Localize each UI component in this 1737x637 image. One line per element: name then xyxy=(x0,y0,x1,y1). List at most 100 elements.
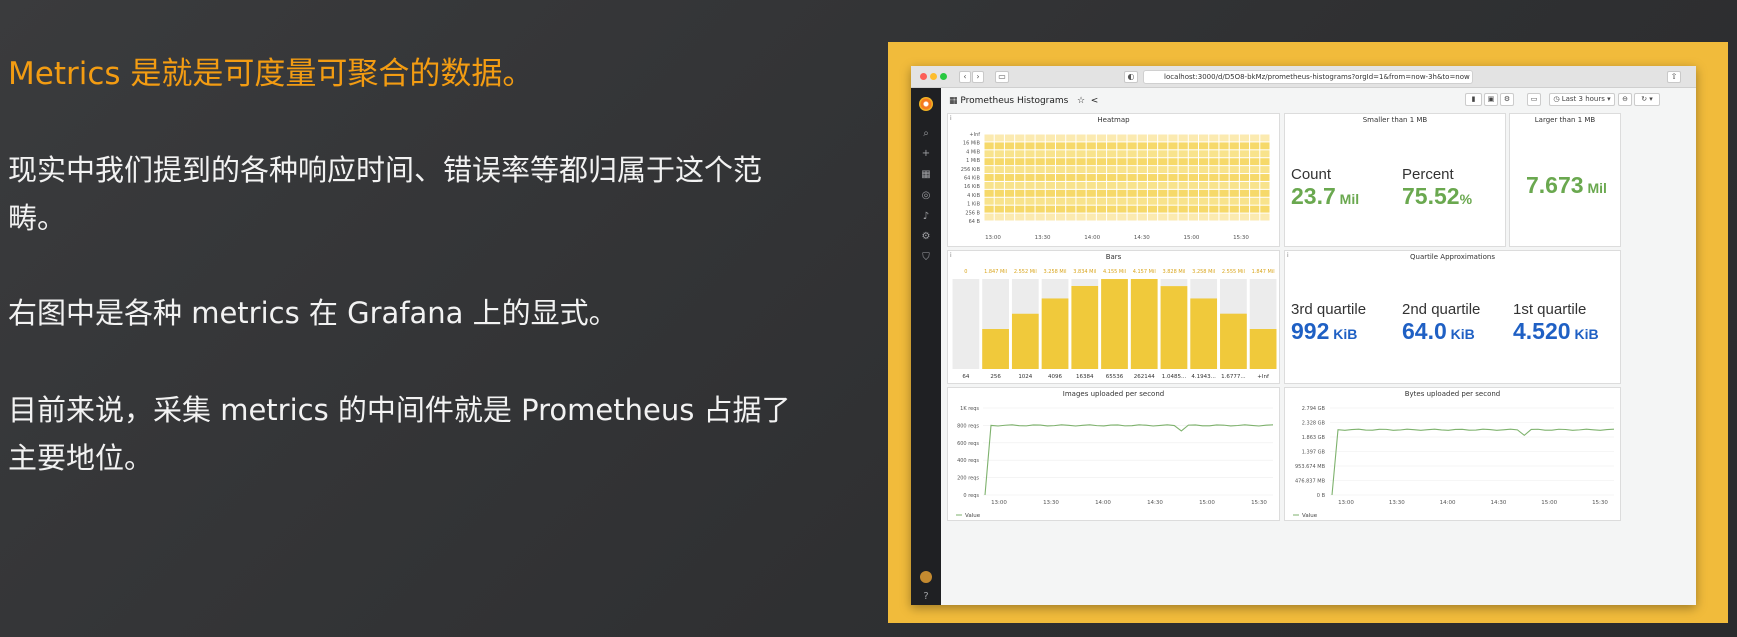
heatmap-cell xyxy=(1096,134,1107,142)
heatmap-cell xyxy=(1117,134,1127,142)
heatmap-cell xyxy=(1096,205,1107,213)
heatmap-cell xyxy=(1056,174,1066,181)
heatmap-x-tick: 14:00 xyxy=(1084,235,1100,241)
share-icon[interactable]: ⇧ xyxy=(1667,71,1681,83)
bar-top-label: 3.258 Mil xyxy=(1192,269,1215,275)
browser-window: ‹ › ▭ ◐ localhost:3000/d/D5O8-bkMz/prome… xyxy=(911,66,1696,605)
sidebar-toggle-icon[interactable]: ▭ xyxy=(995,71,1009,83)
larger-panel[interactable]: Larger than 1 MB 7.673 Mil xyxy=(1509,113,1621,247)
heatmap-y-tick: 64 B xyxy=(969,219,981,225)
privacy-icon[interactable]: ◐ xyxy=(1124,71,1138,83)
heatmap-cell xyxy=(1199,197,1209,205)
heatmap-cell xyxy=(1117,174,1127,181)
heatmap-cell xyxy=(994,142,1004,150)
url-bar[interactable]: localhost:3000/d/D5O8-bkMz/prometheus-hi… xyxy=(1143,70,1473,84)
y-tick: 200 reqs xyxy=(957,476,979,482)
heatmap-cell xyxy=(1209,181,1219,189)
info-icon[interactable]: i xyxy=(1287,252,1289,259)
smaller-panel[interactable]: Smaller than 1 MB Count 23.7 Mil Percent… xyxy=(1284,113,1506,247)
count-stat: Count 23.7 Mil xyxy=(1291,166,1359,210)
bar-top-label: 1.847 Mil xyxy=(1252,269,1275,275)
add-panel-icon[interactable]: ▮ xyxy=(1465,93,1482,106)
heatmap-cell xyxy=(1066,174,1076,181)
dashboard-title[interactable]: Prometheus Histograms xyxy=(960,96,1069,106)
back-button[interactable]: ‹ xyxy=(959,71,971,83)
heatmap-cell xyxy=(1096,150,1107,158)
star-icon[interactable]: ☆ xyxy=(1071,96,1086,106)
y-tick: 400 reqs xyxy=(957,458,979,464)
share-link-icon[interactable]: < xyxy=(1087,96,1099,106)
y-tick: 0 B xyxy=(1317,493,1326,499)
alert-bell-icon[interactable]: ♪ xyxy=(922,211,930,222)
heatmap-cell xyxy=(1015,174,1025,181)
tv-mode-icon[interactable]: ▭ xyxy=(1527,93,1541,106)
paragraph-2: 右图中是各种 metrics 在 Grafana 上的显式。 xyxy=(8,296,618,330)
heatmap-cell xyxy=(1219,174,1229,181)
time-picker[interactable]: ◷ Last 3 hours ▾ xyxy=(1549,93,1615,106)
save-icon[interactable]: ▣ xyxy=(1484,93,1498,106)
heatmap-cell xyxy=(1025,150,1035,158)
heatmap-cell xyxy=(1117,189,1127,197)
close-dot[interactable] xyxy=(920,73,927,80)
heatmap-cell xyxy=(1025,174,1035,181)
bytes-panel[interactable]: Bytes uploaded per second 2.794 GB 2.328 … xyxy=(1284,387,1621,521)
heatmap-cell xyxy=(984,166,994,174)
zoom-out-icon[interactable]: ⊖ xyxy=(1618,93,1632,106)
images-panel[interactable]: Images uploaded per second 1K reqs 800 re… xyxy=(947,387,1280,521)
heatmap-cell xyxy=(1015,142,1025,150)
bar-category-label: +Inf xyxy=(1257,374,1270,380)
heatmap-cell xyxy=(1107,150,1117,158)
heatmap-cell xyxy=(1178,189,1188,197)
bar-category-label: 1024 xyxy=(1018,374,1032,380)
grafana-logo-icon[interactable] xyxy=(919,97,933,111)
minimize-dot[interactable] xyxy=(930,73,937,80)
avatar[interactable] xyxy=(920,571,932,583)
refresh-icon[interactable]: ↻ ▾ xyxy=(1634,93,1660,106)
bar-category-label: 262144 xyxy=(1134,374,1155,380)
search-icon[interactable]: ⌕ xyxy=(923,128,929,139)
info-icon[interactable]: i xyxy=(950,115,952,122)
heatmap-cell xyxy=(1025,213,1035,221)
q1-label: 1st quartile xyxy=(1513,301,1587,318)
heatmap-cell xyxy=(984,158,994,166)
maximize-dot[interactable] xyxy=(940,73,947,80)
gear-icon[interactable]: ⚙ xyxy=(921,231,931,242)
heatmap-cell xyxy=(1015,189,1025,197)
heatmap-cell xyxy=(1066,205,1076,213)
heatmap-cell xyxy=(1137,142,1147,150)
bar-category-label: 65536 xyxy=(1106,374,1124,380)
heatmap-cell xyxy=(1178,213,1188,221)
heatmap-cell xyxy=(1158,189,1168,197)
larger-unit: Mil xyxy=(1583,180,1607,196)
settings-icon[interactable]: ⚙ xyxy=(1500,93,1514,106)
heatmap-cell xyxy=(1076,150,1086,158)
heatmap-cell xyxy=(1137,150,1147,158)
heatmap-cell xyxy=(1107,189,1117,197)
explore-icon[interactable]: ◎ xyxy=(921,190,931,201)
plus-icon[interactable]: + xyxy=(921,148,931,159)
heatmap-panel[interactable]: i Heatmap +Inf 16 MiB 4 MiB 1 MiB 256 KiB 64 … xyxy=(947,113,1280,247)
bars-panel[interactable]: i Bars 0 64 1.847 Mil 256 2.552 Mil 1024 3.258… xyxy=(947,250,1280,384)
heatmap-cell xyxy=(1107,142,1117,150)
heatmap-cell xyxy=(1086,134,1096,142)
heatmap-cell xyxy=(994,174,1004,181)
heatmap-cell xyxy=(1137,197,1147,205)
heatmap-cell xyxy=(1066,166,1076,174)
quartiles-panel[interactable]: i Quartile Approximations 3rd quartile 9… xyxy=(1284,250,1621,384)
heatmap-cell xyxy=(1086,205,1096,213)
heatmap-cell xyxy=(1250,174,1260,181)
forward-button[interactable]: › xyxy=(972,71,984,83)
heatmap-cell xyxy=(1147,150,1158,158)
info-icon[interactable]: i xyxy=(950,252,952,259)
heatmap-cell xyxy=(1178,158,1188,166)
heatmap-cell xyxy=(1178,166,1188,174)
heatmap-cell xyxy=(1107,213,1117,221)
heatmap-cell xyxy=(1250,134,1260,142)
dashboards-icon[interactable]: ▦ xyxy=(921,169,931,180)
heatmap-cell xyxy=(1250,213,1260,221)
heatmap-cell xyxy=(1025,142,1035,150)
shield-icon[interactable]: ⛉ xyxy=(922,252,930,263)
help-icon[interactable]: ? xyxy=(923,591,929,602)
heatmap-cell xyxy=(994,181,1004,189)
heatmap-cell xyxy=(1127,134,1137,142)
